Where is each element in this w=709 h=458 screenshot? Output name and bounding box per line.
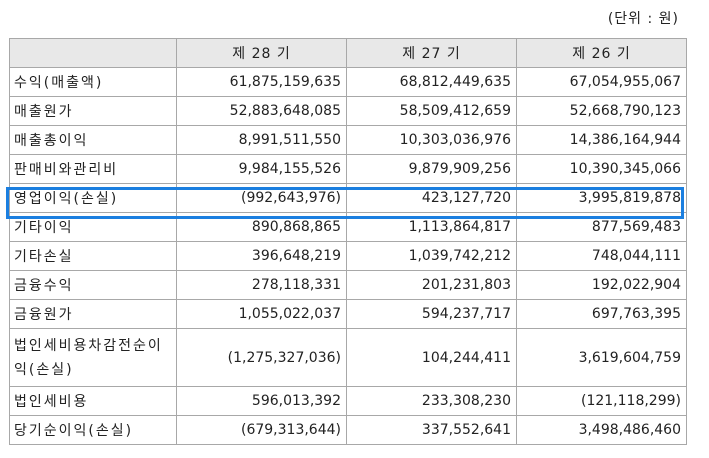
table-row: 기타손실 396,648,219 1,039,742,212 748,044,1… <box>9 241 687 271</box>
table-row: 법인세비용 596,013,392 233,308,230 (121,118,2… <box>9 386 687 416</box>
value-cell: 3,995,819,878 <box>516 183 687 213</box>
income-statement-table: 제 28 기 제 27 기 제 26 기 수익(매출액) 61,875,159,… <box>9 38 687 445</box>
value-cell: 52,883,648,085 <box>176 96 347 126</box>
table-row: 수익(매출액) 61,875,159,635 68,812,449,635 67… <box>9 67 687 97</box>
value-cell: 58,509,412,659 <box>346 96 517 126</box>
table-row: 금융수익 278,118,331 201,231,803 192,022,904 <box>9 270 687 300</box>
value-cell: 1,039,742,212 <box>346 241 517 271</box>
row-label: 매출총이익 <box>9 125 177 155</box>
table-row: 법인세비용차감전순이익(손실) (1,275,327,036) 104,244,… <box>9 328 687 387</box>
value-cell: (1,275,327,036) <box>176 328 347 387</box>
value-cell: 104,244,411 <box>346 328 517 387</box>
value-cell: (679,313,644) <box>176 415 347 445</box>
value-cell: 9,984,155,526 <box>176 154 347 184</box>
table-row: 매출원가 52,883,648,085 58,509,412,659 52,66… <box>9 96 687 126</box>
row-label: 법인세비용 <box>9 386 177 416</box>
table-row-highlighted: 영업이익(손실) (992,643,976) 423,127,720 3,995… <box>9 183 687 213</box>
value-cell: 10,303,036,976 <box>346 125 517 155</box>
column-header-28: 제 28 기 <box>176 38 347 68</box>
column-header-27: 제 27 기 <box>346 38 517 68</box>
value-cell: (121,118,299) <box>516 386 687 416</box>
row-label: 기타손실 <box>9 241 177 271</box>
value-cell: 9,879,909,256 <box>346 154 517 184</box>
row-label: 금융수익 <box>9 270 177 300</box>
value-cell: 3,619,604,759 <box>516 328 687 387</box>
header-corner-cell <box>9 38 177 68</box>
value-cell: 697,763,395 <box>516 299 687 329</box>
value-cell: 396,648,219 <box>176 241 347 271</box>
value-cell: 278,118,331 <box>176 270 347 300</box>
value-cell: 423,127,720 <box>346 183 517 213</box>
value-cell: 10,390,345,066 <box>516 154 687 184</box>
row-label: 금융원가 <box>9 299 177 329</box>
row-label: 판매비와관리비 <box>9 154 177 184</box>
value-cell: 1,113,864,817 <box>346 212 517 242</box>
row-label: 법인세비용차감전순이익(손실) <box>9 328 177 387</box>
header-row: 제 28 기 제 27 기 제 26 기 <box>9 38 687 68</box>
table-row: 당기순이익(손실) (679,313,644) 337,552,641 3,49… <box>9 415 687 445</box>
value-cell: 877,569,483 <box>516 212 687 242</box>
value-cell: (992,643,976) <box>176 183 347 213</box>
table-row: 매출총이익 8,991,511,550 10,303,036,976 14,38… <box>9 125 687 155</box>
value-cell: 594,237,717 <box>346 299 517 329</box>
row-label: 기타이익 <box>9 212 177 242</box>
value-cell: 61,875,159,635 <box>176 67 347 97</box>
value-cell: 3,498,486,460 <box>516 415 687 445</box>
row-label: 영업이익(손실) <box>9 183 177 213</box>
value-cell: 233,308,230 <box>346 386 517 416</box>
value-cell: 68,812,449,635 <box>346 67 517 97</box>
value-cell: 8,991,511,550 <box>176 125 347 155</box>
row-label: 수익(매출액) <box>9 67 177 97</box>
row-label: 당기순이익(손실) <box>9 415 177 445</box>
value-cell: 14,386,164,944 <box>516 125 687 155</box>
value-cell: 748,044,111 <box>516 241 687 271</box>
value-cell: 1,055,022,037 <box>176 299 347 329</box>
unit-label: (단위 : 원) <box>607 11 679 27</box>
table-row: 금융원가 1,055,022,037 594,237,717 697,763,3… <box>9 299 687 329</box>
table-row: 기타이익 890,868,865 1,113,864,817 877,569,4… <box>9 212 687 242</box>
value-cell: 201,231,803 <box>346 270 517 300</box>
column-header-26: 제 26 기 <box>516 38 687 68</box>
value-cell: 67,054,955,067 <box>516 67 687 97</box>
value-cell: 337,552,641 <box>346 415 517 445</box>
value-cell: 596,013,392 <box>176 386 347 416</box>
value-cell: 890,868,865 <box>176 212 347 242</box>
table-row: 판매비와관리비 9,984,155,526 9,879,909,256 10,3… <box>9 154 687 184</box>
value-cell: 52,668,790,123 <box>516 96 687 126</box>
value-cell: 192,022,904 <box>516 270 687 300</box>
row-label: 매출원가 <box>9 96 177 126</box>
